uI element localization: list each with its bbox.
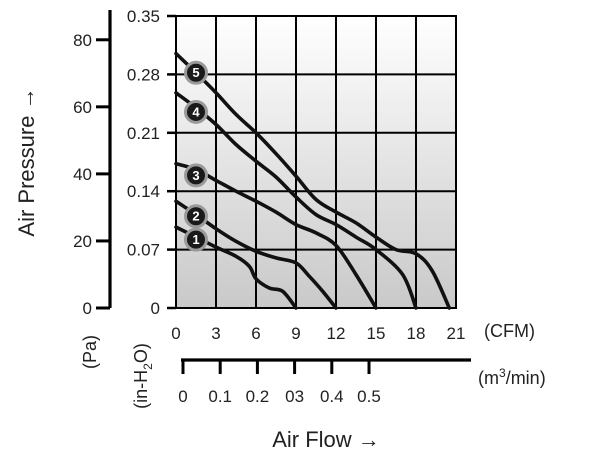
x2-unit-sup: 3 <box>499 366 506 380</box>
series-curve-5 <box>174 51 452 310</box>
inh2o-tick-label: 0.21 <box>127 124 160 143</box>
x2-unit-m3min: (m3/min) <box>478 366 546 388</box>
inh2o-tick-label: 0.07 <box>127 241 160 260</box>
series-badge-4: 4 <box>184 99 208 124</box>
series-badge-label: 4 <box>192 104 200 119</box>
pa-tick-label: 0 <box>83 299 92 318</box>
inh2o-tick-label: 0.35 <box>127 7 160 26</box>
cfm-tick-label: 18 <box>407 324 426 343</box>
series-badge-label: 1 <box>192 232 199 247</box>
cfm-tick-label: 9 <box>291 324 300 343</box>
series-badge-circle <box>184 99 208 124</box>
y-axis-title: Air Pressure → <box>14 87 39 236</box>
series-badge-5: 5 <box>184 60 208 85</box>
series-badge-circle <box>184 227 208 252</box>
m3min-tick-label: 03 <box>285 387 304 406</box>
cfm-tick-label: 3 <box>211 324 220 343</box>
series-badge-3: 3 <box>184 163 208 188</box>
inh2o-tick-label: 0.28 <box>127 65 160 84</box>
y-unit-inh2o-sub: 2 <box>141 363 155 370</box>
series-curve-4 <box>174 91 418 310</box>
plot-background <box>176 16 456 308</box>
y-unit-inh2o: (in-H2O) <box>131 343 155 409</box>
inh2o-tick-label: 0.14 <box>127 182 160 201</box>
series-badge-circle <box>184 204 208 229</box>
cfm-tick-label: 21 <box>447 324 466 343</box>
y-unit-inh2o-a: (in-H <box>131 370 151 409</box>
series-badges: 1 2 3 4 5 <box>184 60 208 252</box>
series-badge-label: 5 <box>192 65 199 80</box>
x2-unit-tail: /min) <box>506 368 546 388</box>
series-badge-label: 2 <box>192 209 199 224</box>
inh2o-tick-label: 0 <box>151 299 160 318</box>
cfm-tick-label: 12 <box>327 324 346 343</box>
series-badge-circle <box>184 60 208 85</box>
x-unit-cfm: (CFM) <box>484 321 535 341</box>
m3min-tick-label: 0.5 <box>357 387 381 406</box>
series-curve-3 <box>174 161 378 310</box>
cfm-tick-label: 15 <box>367 324 386 343</box>
series-badge-2: 2 <box>184 204 208 229</box>
m3min-tick-label: 0.2 <box>246 387 270 406</box>
axes <box>96 10 471 374</box>
m3min-tick-label: 0 <box>178 387 187 406</box>
pa-tick-label: 80 <box>73 31 92 50</box>
x-axis-title: Air Flow → <box>272 427 380 452</box>
pa-tick-label: 20 <box>73 232 92 251</box>
cfm-tick-label: 0 <box>171 324 180 343</box>
series-badge-label: 3 <box>192 168 199 183</box>
x2-unit-main: (m <box>478 368 499 388</box>
m3min-tick-label: 0.4 <box>320 387 344 406</box>
y-unit-pa: (Pa) <box>80 335 100 369</box>
pa-tick-label: 40 <box>73 165 92 184</box>
series-badge-1: 1 <box>184 227 208 252</box>
m3min-tick-label: 0.1 <box>208 387 232 406</box>
plot-area: 1 2 3 4 5 <box>174 15 457 310</box>
pa-tick-label: 60 <box>73 98 92 117</box>
y-unit-inh2o-b: O) <box>131 343 151 363</box>
cfm-tick-label: 6 <box>251 324 260 343</box>
series-badge-circle <box>184 163 208 188</box>
